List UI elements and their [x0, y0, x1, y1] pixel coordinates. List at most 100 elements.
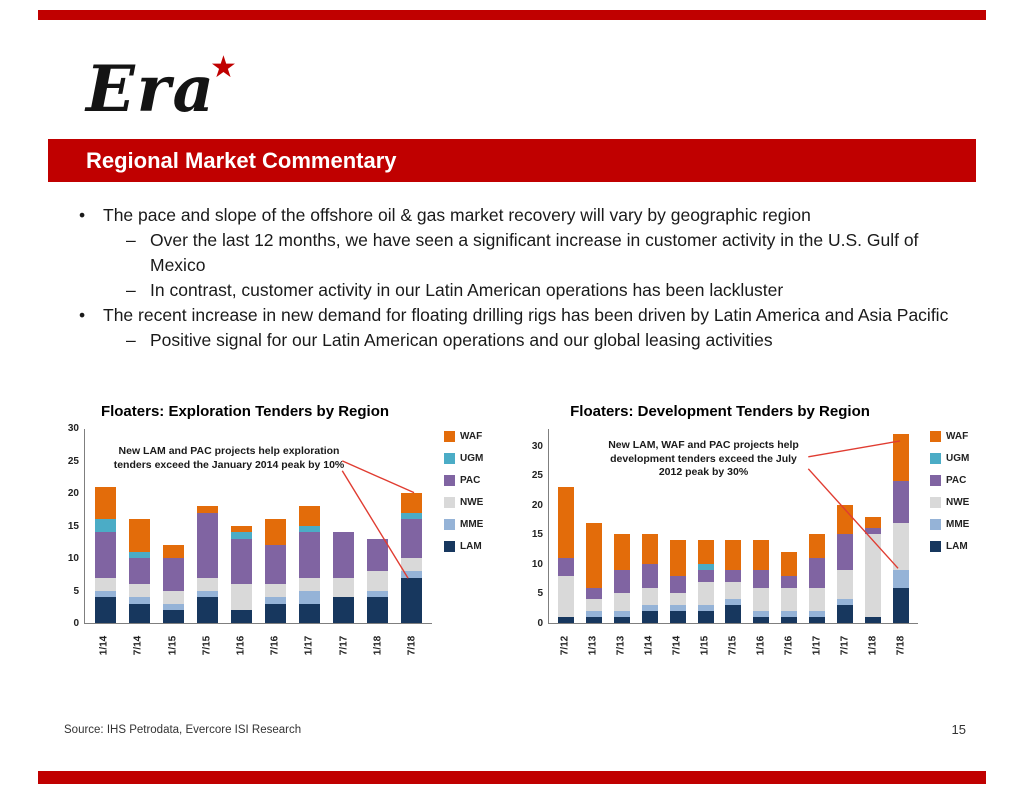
segment-waf	[893, 433, 910, 482]
segment-waf	[641, 534, 658, 564]
segment-waf	[230, 525, 252, 532]
y-tick-label: 5	[537, 588, 543, 600]
legend: WAF UGM PAC NWE MME LAM	[930, 429, 986, 563]
segment-lam	[585, 617, 602, 623]
y-tick-label: 15	[531, 529, 543, 541]
segment-mme	[94, 590, 116, 597]
segment-nwe	[697, 581, 714, 606]
x-tick-label: 1/13	[587, 635, 599, 656]
legend-item-mme: MME	[444, 519, 500, 530]
stacked-bar-7/14	[128, 519, 150, 623]
dash-marker: –	[126, 330, 136, 350]
x-tick-label: 1/15	[167, 635, 178, 656]
segment-waf	[809, 534, 826, 559]
y-axis: 0 5 10 15 20 25 30	[58, 423, 84, 629]
segment-pac	[162, 558, 184, 591]
stacked-bar-1/18	[865, 516, 882, 623]
segment-waf	[265, 519, 287, 545]
bullet-text: The recent increase in new demand for fl…	[103, 305, 949, 325]
y-tick-label: 25	[67, 455, 79, 467]
stacked-bar-7/16	[265, 519, 287, 623]
legend-swatch-waf	[930, 431, 941, 442]
segment-waf	[196, 506, 218, 513]
y-axis: 0 5 10 15 20 25 30	[522, 429, 548, 629]
segment-lam	[809, 617, 826, 623]
segment-waf	[781, 552, 798, 576]
x-tick-label: 7/17	[338, 635, 350, 656]
legend-label: NWE	[460, 497, 484, 508]
segment-pac	[781, 575, 798, 588]
segment-mme	[697, 605, 714, 612]
legend-item-ugm: UGM	[930, 453, 986, 464]
segment-waf	[585, 522, 602, 588]
legend-label: PAC	[946, 475, 967, 486]
segment-nwe	[893, 522, 910, 570]
y-tick-label: 25	[531, 470, 543, 482]
x-tick-label: 7/18	[406, 635, 418, 656]
segment-mme	[162, 603, 184, 610]
segment-mme	[265, 597, 287, 604]
y-tick-label: 20	[531, 499, 543, 511]
segment-lam	[725, 605, 742, 623]
plot-area: New LAM, WAF and PAC projects help devel…	[548, 429, 918, 624]
segment-lam	[613, 617, 630, 623]
segment-waf	[837, 504, 854, 535]
y-tick-label: 5	[73, 585, 79, 597]
x-tick-label: 7/13	[615, 635, 627, 656]
annotation-arrow-lines	[341, 460, 415, 579]
segment-pac	[837, 534, 854, 570]
segment-pac	[128, 558, 150, 584]
chart-annotation: New LAM, WAF and PAC projects help devel…	[608, 439, 799, 479]
segment-waf	[725, 540, 742, 570]
x-tick-label: 7/17	[839, 635, 851, 656]
legend-swatch-lam	[444, 541, 455, 552]
top-accent-bar	[38, 10, 986, 20]
star-icon: ★	[209, 51, 237, 84]
dash-marker: –	[126, 230, 136, 250]
segment-nwe	[809, 587, 826, 612]
x-tick-label: 7/18	[895, 635, 907, 656]
legend-swatch-ugm	[930, 453, 941, 464]
segment-pac	[299, 532, 321, 578]
legend-label: MME	[946, 519, 970, 530]
segment-mme	[669, 605, 686, 612]
x-tick-label: 7/14	[132, 635, 144, 656]
segment-lam	[196, 597, 218, 623]
segment-ugm	[230, 532, 252, 539]
segment-pac	[401, 519, 423, 558]
segment-pac	[641, 563, 658, 588]
legend-swatch-nwe	[444, 497, 455, 508]
x-tick-label: 1/16	[235, 635, 247, 656]
stacked-bar-7/17	[333, 532, 355, 623]
segment-pac	[893, 481, 910, 523]
legend-item-lam: LAM	[930, 541, 986, 552]
segment-nwe	[725, 581, 742, 600]
stacked-bar-7/16	[781, 552, 798, 623]
segment-ugm	[697, 563, 714, 570]
segment-lam	[865, 617, 882, 623]
segment-waf	[697, 540, 714, 564]
segment-ugm	[401, 512, 423, 519]
segment-mme	[753, 611, 770, 618]
segment-nwe	[128, 584, 150, 597]
bullet-marker: •	[79, 305, 86, 325]
segment-ugm	[128, 551, 150, 558]
y-tick-label: 20	[67, 488, 79, 499]
stacked-bar-7/17	[837, 504, 854, 623]
segment-pac	[725, 569, 742, 582]
segment-waf	[94, 486, 116, 519]
segment-pac	[809, 558, 826, 588]
segment-lam	[697, 611, 714, 623]
legend-swatch-ugm	[444, 453, 455, 464]
x-axis: 7/12 1/13 7/13 1/14 7/14 1/15 7/15 1/16 7/16 1/17…	[548, 624, 918, 658]
x-tick-label: 1/18	[372, 635, 384, 656]
segment-mme	[196, 590, 218, 597]
y-tick-label: 0	[73, 618, 79, 629]
legend-item-ugm: UGM	[444, 453, 500, 464]
legend-label: UGM	[946, 453, 970, 464]
legend-swatch-pac	[930, 475, 941, 486]
segment-pac	[94, 532, 116, 578]
segment-lam	[669, 611, 686, 623]
slide-title-bar: Regional Market Commentary	[48, 139, 976, 182]
legend-swatch-nwe	[930, 497, 941, 508]
